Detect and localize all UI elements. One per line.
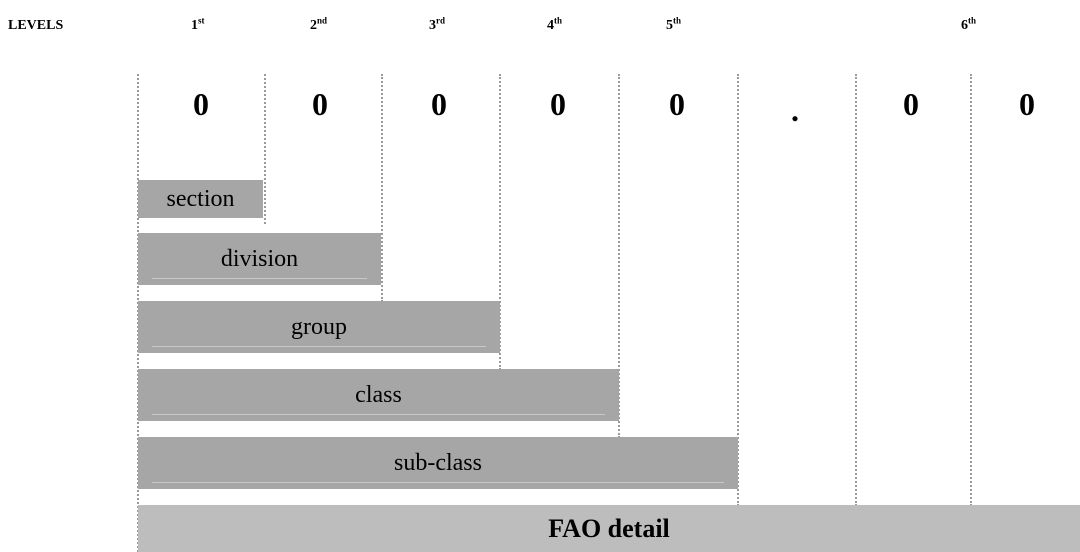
bar-class-label: class	[355, 381, 402, 408]
level-label-1: 1st	[191, 15, 205, 33]
column-separator	[855, 74, 857, 506]
levels-title: LEVELS	[8, 18, 64, 33]
bar-class: class	[138, 369, 619, 421]
column-separator	[970, 74, 972, 506]
bar-section-label: section	[166, 185, 235, 212]
level-label-3: 3rd	[429, 15, 445, 33]
level-label-6: 6th	[961, 15, 977, 33]
code-digit-1: 0	[193, 86, 209, 122]
code-digit-2: 0	[312, 86, 328, 122]
bar-fao-detail-label: FAO detail	[548, 513, 670, 543]
bar-division-label: division	[220, 245, 299, 272]
bar-sub-class: sub-class	[138, 437, 738, 489]
bar-underline	[152, 278, 367, 279]
column-separator	[499, 74, 501, 370]
code-digit-4: 0	[550, 86, 566, 122]
bar-underline	[152, 346, 486, 347]
column-separator	[264, 74, 266, 224]
level-label-5: 5th	[666, 15, 682, 33]
code-digit-7: 0	[1019, 86, 1035, 122]
bar-underline	[152, 414, 605, 415]
code-digit-6: 0	[903, 86, 919, 122]
bar-division: division	[138, 233, 381, 285]
level-label-2: 2nd	[310, 15, 328, 33]
bar-fao-detail: FAO detail	[138, 505, 1080, 552]
column-separator	[618, 74, 620, 438]
bar-underline	[152, 482, 724, 483]
bar-group-label: group	[291, 313, 347, 340]
bar-sub-class-label: sub-class	[394, 449, 482, 476]
code-digit-5: 0	[669, 86, 685, 122]
column-separator	[381, 74, 383, 302]
level-label-4: 4th	[547, 15, 563, 33]
code-decimal-point: .	[791, 92, 799, 128]
code-digit-3: 0	[431, 86, 447, 122]
column-separator	[737, 74, 739, 506]
bar-section: section	[138, 180, 263, 218]
bar-group: group	[138, 301, 500, 353]
